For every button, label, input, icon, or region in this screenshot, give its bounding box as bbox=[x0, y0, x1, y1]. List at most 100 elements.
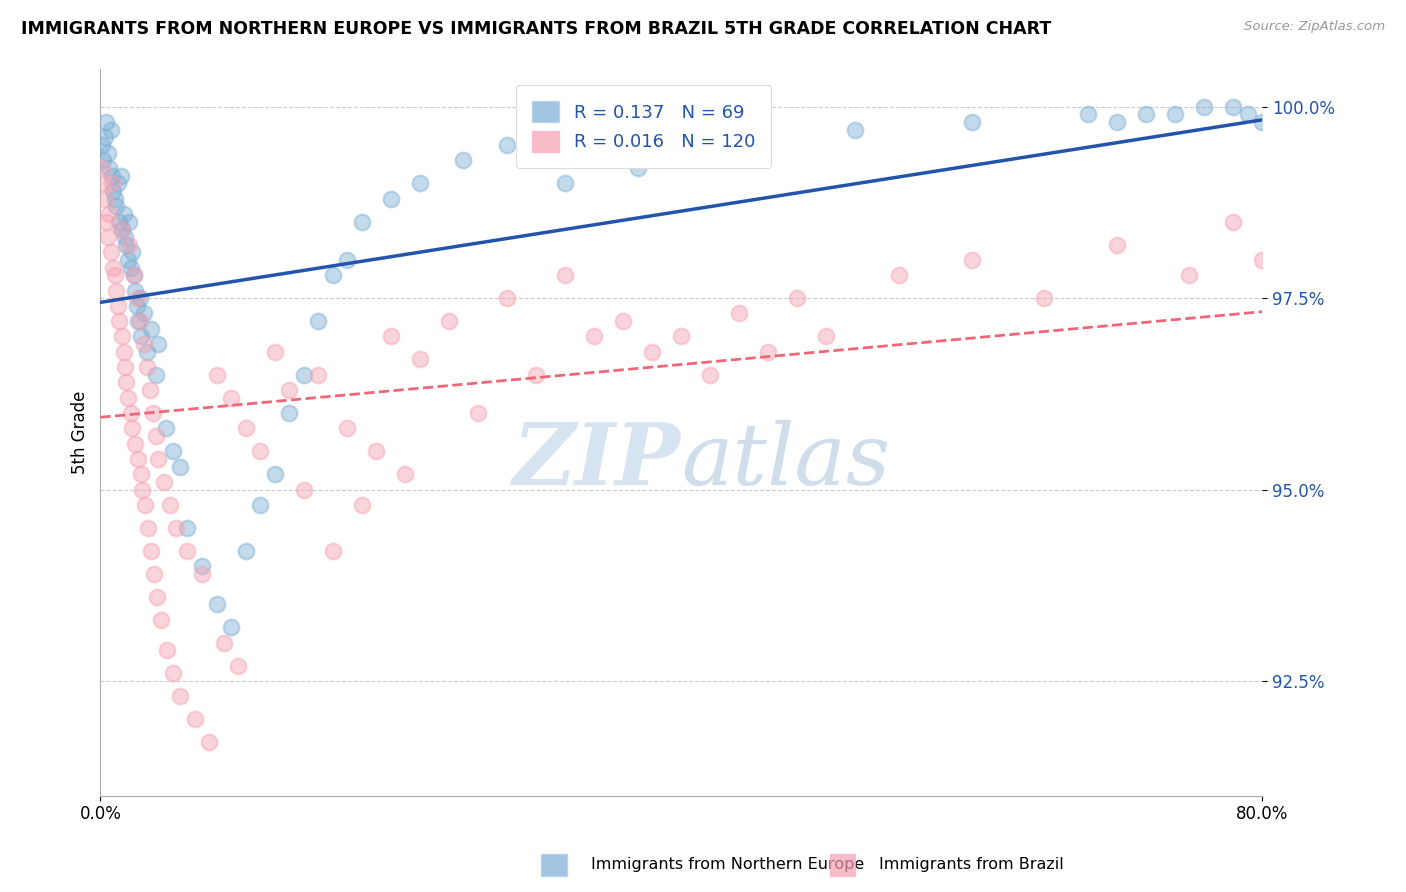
Point bbox=[205, 368, 228, 382]
Point bbox=[90, 138, 112, 153]
Point bbox=[235, 421, 257, 435]
Point bbox=[380, 192, 402, 206]
Point bbox=[1135, 107, 1157, 121]
Point bbox=[278, 406, 301, 420]
Point bbox=[108, 314, 131, 328]
Point bbox=[138, 383, 160, 397]
Point bbox=[263, 467, 285, 482]
Point bbox=[93, 192, 115, 206]
Point bbox=[307, 368, 329, 382]
Point bbox=[107, 177, 129, 191]
Point bbox=[1164, 107, 1187, 121]
Point bbox=[198, 735, 221, 749]
Point bbox=[409, 352, 432, 367]
Point bbox=[960, 252, 983, 267]
Point bbox=[1367, 252, 1389, 267]
Point bbox=[437, 314, 460, 328]
Legend: R = 0.137   N = 69, R = 0.016   N = 120: R = 0.137 N = 69, R = 0.016 N = 120 bbox=[516, 85, 772, 168]
Point bbox=[148, 451, 170, 466]
Point bbox=[756, 344, 779, 359]
Point bbox=[132, 337, 155, 351]
Point bbox=[122, 268, 145, 283]
Point bbox=[111, 329, 134, 343]
Point bbox=[844, 122, 866, 136]
Point bbox=[212, 635, 235, 649]
Point bbox=[1033, 291, 1056, 305]
Point bbox=[120, 260, 142, 275]
Point bbox=[226, 658, 249, 673]
Point bbox=[108, 214, 131, 228]
Point bbox=[96, 115, 118, 129]
Point bbox=[1279, 122, 1302, 136]
Point bbox=[249, 498, 271, 512]
Point bbox=[394, 467, 416, 482]
Point bbox=[105, 199, 128, 213]
Point bbox=[97, 230, 120, 244]
Point bbox=[669, 329, 692, 343]
Point bbox=[114, 230, 136, 244]
Point bbox=[336, 252, 359, 267]
Point bbox=[125, 299, 148, 313]
Point bbox=[292, 483, 315, 497]
Point bbox=[169, 459, 191, 474]
Point bbox=[728, 306, 751, 320]
Point bbox=[145, 429, 167, 443]
Point bbox=[554, 177, 576, 191]
Point bbox=[112, 344, 135, 359]
Point bbox=[322, 268, 344, 283]
Point bbox=[159, 498, 181, 512]
Point bbox=[409, 177, 432, 191]
Point bbox=[107, 299, 129, 313]
Point bbox=[191, 566, 214, 581]
Point bbox=[165, 521, 187, 535]
Point bbox=[129, 467, 152, 482]
Point bbox=[641, 344, 664, 359]
Point bbox=[93, 130, 115, 145]
Point bbox=[205, 598, 228, 612]
Point bbox=[496, 138, 519, 153]
Point bbox=[699, 368, 721, 382]
Text: Immigrants from Brazil: Immigrants from Brazil bbox=[879, 857, 1063, 872]
Point bbox=[263, 344, 285, 359]
Point bbox=[278, 383, 301, 397]
Point bbox=[104, 268, 127, 283]
Point bbox=[120, 406, 142, 420]
Point bbox=[184, 712, 207, 726]
Point bbox=[350, 498, 373, 512]
Point bbox=[128, 291, 150, 305]
Point bbox=[97, 145, 120, 160]
Point bbox=[142, 406, 165, 420]
Point bbox=[145, 368, 167, 382]
Point bbox=[98, 207, 121, 221]
Point bbox=[131, 483, 153, 497]
Point bbox=[105, 284, 128, 298]
Point bbox=[125, 291, 148, 305]
Point bbox=[1251, 115, 1274, 129]
Point bbox=[176, 521, 198, 535]
Point bbox=[141, 322, 163, 336]
Point bbox=[887, 268, 910, 283]
Point bbox=[169, 690, 191, 704]
Point bbox=[627, 161, 650, 175]
Point bbox=[101, 169, 124, 183]
Point bbox=[1222, 100, 1244, 114]
Point bbox=[91, 177, 114, 191]
Point bbox=[150, 613, 173, 627]
Point bbox=[115, 376, 138, 390]
Point bbox=[742, 138, 765, 153]
Point bbox=[112, 207, 135, 221]
Point bbox=[453, 153, 475, 168]
Point bbox=[496, 291, 519, 305]
Text: Immigrants from Northern Europe: Immigrants from Northern Europe bbox=[591, 857, 863, 872]
Point bbox=[191, 559, 214, 574]
Point bbox=[467, 406, 489, 420]
Point bbox=[91, 153, 114, 168]
Point bbox=[524, 368, 547, 382]
Point bbox=[129, 329, 152, 343]
Point bbox=[115, 237, 138, 252]
Point bbox=[219, 620, 242, 634]
Point bbox=[1279, 230, 1302, 244]
Point bbox=[100, 122, 122, 136]
Point bbox=[121, 245, 143, 260]
Text: ZIP: ZIP bbox=[513, 419, 681, 503]
